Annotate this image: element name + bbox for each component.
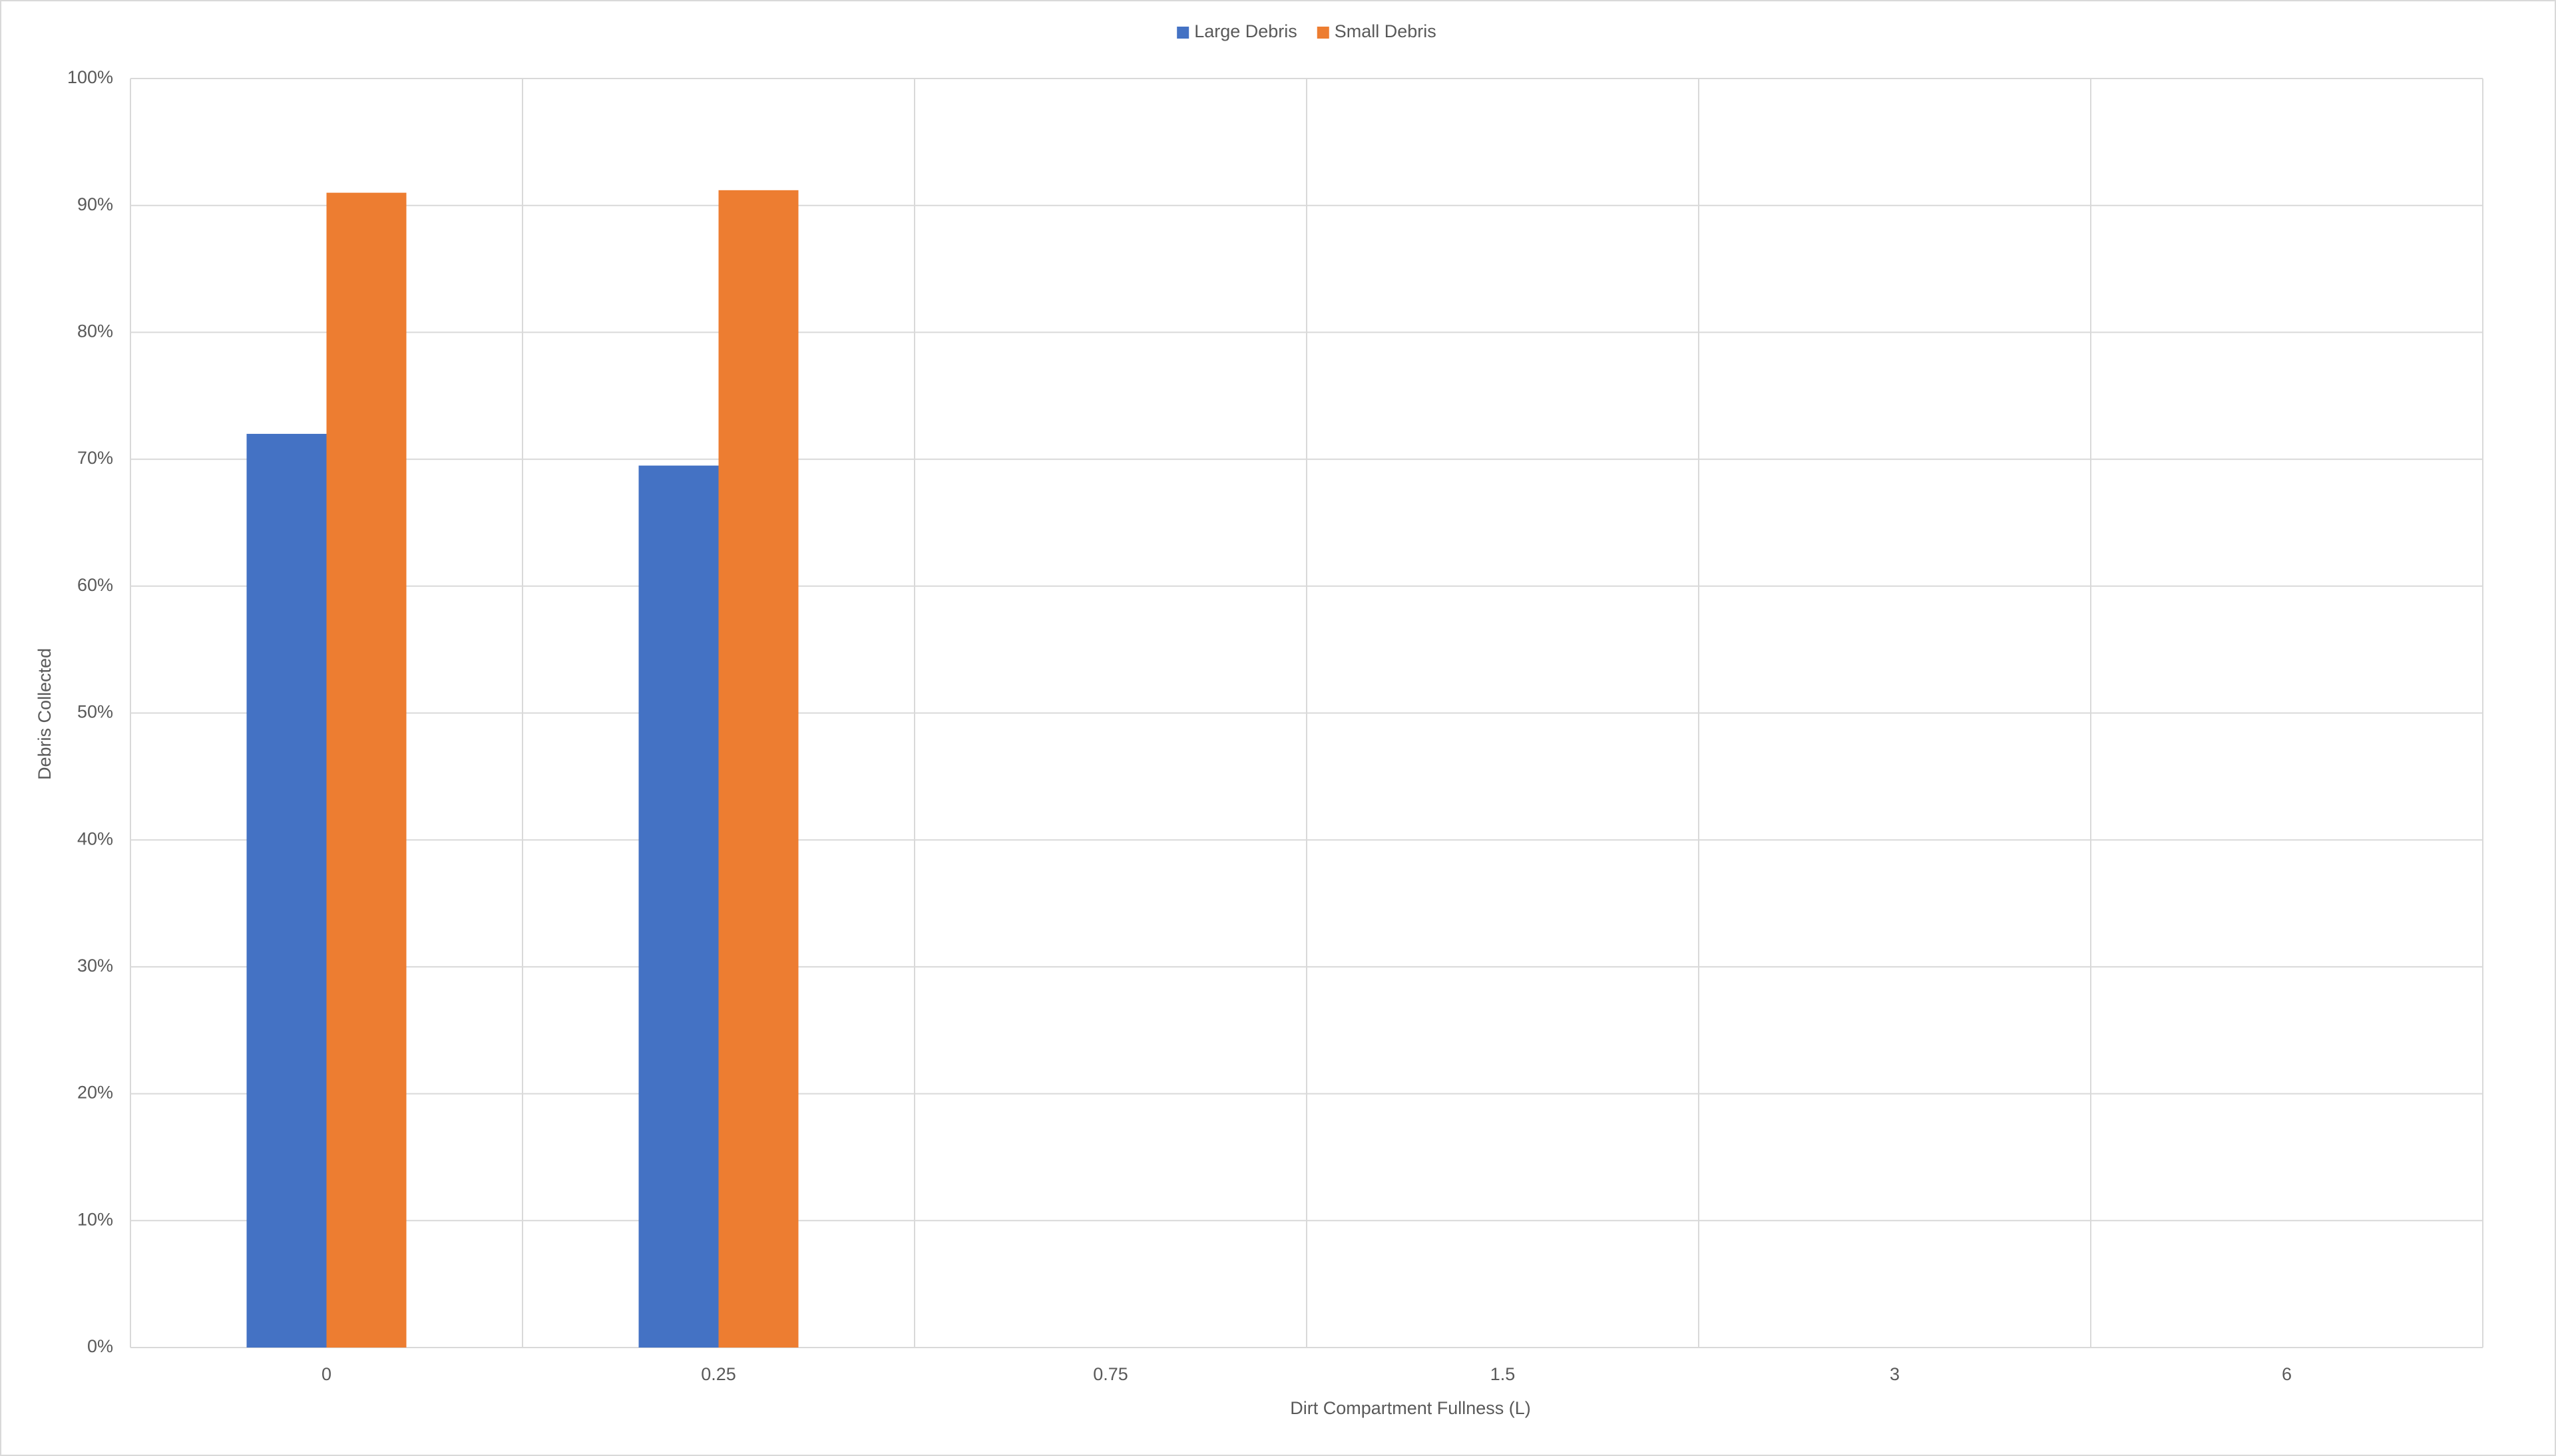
x-tick-label: 0 xyxy=(321,1364,331,1384)
bar xyxy=(718,190,799,1348)
y-tick-label: 70% xyxy=(77,448,113,468)
x-tick-label: 0.25 xyxy=(701,1364,736,1384)
y-axis-title: Debris Collected xyxy=(35,648,55,780)
x-tick-label: 6 xyxy=(2282,1364,2292,1384)
y-tick-label: 80% xyxy=(77,321,113,341)
x-axis-title: Dirt Compartment Fullness (L) xyxy=(1290,1398,1531,1418)
y-tick-label: 100% xyxy=(67,67,113,87)
y-tick-label: 10% xyxy=(77,1209,113,1229)
x-tick-label: 1.5 xyxy=(1490,1364,1516,1384)
bar xyxy=(638,465,719,1348)
y-tick-label: 50% xyxy=(77,702,113,722)
y-tick-label: 90% xyxy=(77,194,113,214)
legend-label: Large Debris xyxy=(1194,21,1297,41)
y-tick-label: 30% xyxy=(77,956,113,976)
bar xyxy=(246,433,327,1348)
x-tick-label: 3 xyxy=(1890,1364,1900,1384)
y-tick-label: 60% xyxy=(77,575,113,595)
bar xyxy=(326,192,407,1348)
legend-label: Small Debris xyxy=(1335,21,1436,41)
y-tick-label: 40% xyxy=(77,828,113,848)
legend-swatch xyxy=(1317,27,1329,39)
x-tick-label: 0.75 xyxy=(1093,1364,1128,1384)
y-tick-label: 0% xyxy=(87,1336,113,1356)
y-tick-label: 20% xyxy=(77,1083,113,1103)
legend-swatch xyxy=(1177,27,1189,39)
